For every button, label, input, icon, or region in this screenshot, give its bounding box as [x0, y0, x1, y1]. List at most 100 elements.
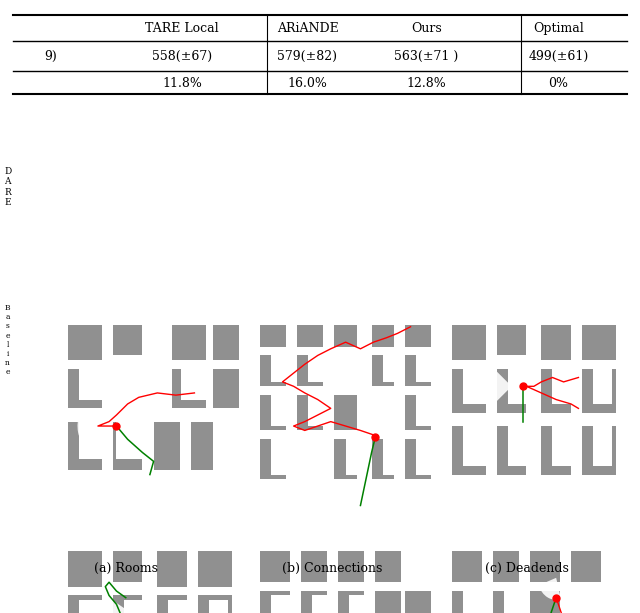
Bar	[260, 395, 286, 430]
Bar	[327, 551, 338, 582]
Bar	[405, 591, 431, 613]
Bar	[375, 551, 401, 582]
Bar	[593, 364, 612, 404]
Bar	[187, 600, 198, 613]
Bar	[383, 390, 394, 426]
Bar	[338, 551, 364, 582]
Bar	[157, 595, 187, 613]
Bar	[372, 440, 394, 479]
Bar	[143, 373, 172, 404]
Bar	[401, 551, 405, 582]
Bar	[452, 591, 482, 613]
Bar	[271, 351, 286, 382]
Bar	[452, 368, 486, 413]
Bar	[157, 551, 187, 587]
Bar	[154, 422, 180, 470]
Text: 0%: 0%	[548, 77, 568, 90]
Bar	[463, 422, 486, 466]
Bar	[323, 395, 335, 430]
Bar	[463, 591, 482, 613]
Bar	[79, 600, 102, 613]
Bar	[530, 551, 560, 582]
Text: 579(±82): 579(±82)	[278, 50, 337, 63]
Bar	[504, 591, 519, 613]
Bar	[364, 595, 375, 613]
Text: 499(±61): 499(±61)	[528, 50, 588, 63]
Bar	[416, 390, 431, 426]
Bar	[68, 595, 102, 613]
Text: 11.8%: 11.8%	[162, 77, 202, 90]
Bar	[463, 364, 486, 404]
Bar	[405, 356, 431, 386]
Wedge shape	[109, 600, 131, 613]
Bar	[271, 595, 290, 613]
Bar	[79, 364, 102, 400]
Bar	[582, 426, 616, 474]
Bar	[338, 591, 364, 613]
Bar	[394, 395, 405, 430]
Bar	[102, 373, 113, 404]
Bar	[187, 551, 198, 582]
Bar	[79, 415, 102, 459]
Bar	[102, 324, 113, 356]
Bar	[271, 440, 286, 474]
Bar	[298, 395, 323, 430]
Text: ARiANDE: ARiANDE	[276, 21, 339, 34]
Bar	[486, 324, 497, 356]
Bar	[308, 440, 323, 474]
Bar	[508, 364, 530, 404]
Bar	[405, 324, 431, 346]
Bar	[323, 324, 335, 346]
Text: B
a
s
e
l
i
n
e: B a s e l i n e	[5, 304, 10, 376]
Bar	[172, 324, 205, 360]
Bar	[519, 591, 530, 613]
Text: D
A
R
E: D A R E	[4, 167, 12, 207]
Bar	[286, 440, 298, 479]
Bar	[68, 324, 102, 360]
Text: 563(±71 ): 563(±71 )	[394, 50, 459, 63]
Bar	[383, 351, 394, 382]
Bar	[286, 395, 298, 430]
Bar	[493, 591, 519, 613]
Bar	[372, 324, 394, 346]
Bar	[113, 595, 143, 613]
Bar	[312, 595, 327, 613]
Bar	[530, 591, 560, 613]
Bar	[335, 324, 356, 346]
Bar	[335, 440, 356, 479]
Bar	[527, 426, 541, 470]
Bar	[260, 591, 290, 613]
Bar	[394, 324, 405, 346]
Bar	[582, 368, 616, 413]
Bar	[527, 320, 541, 356]
Bar	[116, 415, 150, 459]
Bar	[335, 395, 356, 430]
Bar	[323, 356, 335, 386]
Bar	[375, 591, 401, 613]
Bar	[286, 356, 298, 386]
Bar	[519, 551, 530, 582]
Bar	[102, 551, 113, 582]
Bar	[571, 368, 582, 408]
Bar	[346, 351, 360, 382]
Text: 9): 9)	[44, 50, 57, 63]
Bar	[102, 600, 113, 613]
Bar	[394, 356, 405, 386]
Bar	[571, 324, 582, 356]
Bar	[364, 551, 375, 582]
Bar	[301, 591, 327, 613]
Bar	[416, 351, 431, 382]
Bar	[68, 551, 102, 587]
Bar	[346, 435, 360, 474]
Bar	[356, 395, 372, 430]
Bar	[497, 324, 527, 356]
Bar	[213, 324, 239, 360]
Wedge shape	[348, 440, 368, 473]
Bar	[497, 426, 527, 474]
Bar	[482, 591, 493, 613]
Text: (a) Rooms: (a) Rooms	[93, 562, 157, 575]
Text: 12.8%: 12.8%	[407, 77, 447, 90]
Text: 558(±67): 558(±67)	[152, 50, 212, 63]
Bar	[541, 324, 571, 360]
Wedge shape	[491, 371, 511, 402]
